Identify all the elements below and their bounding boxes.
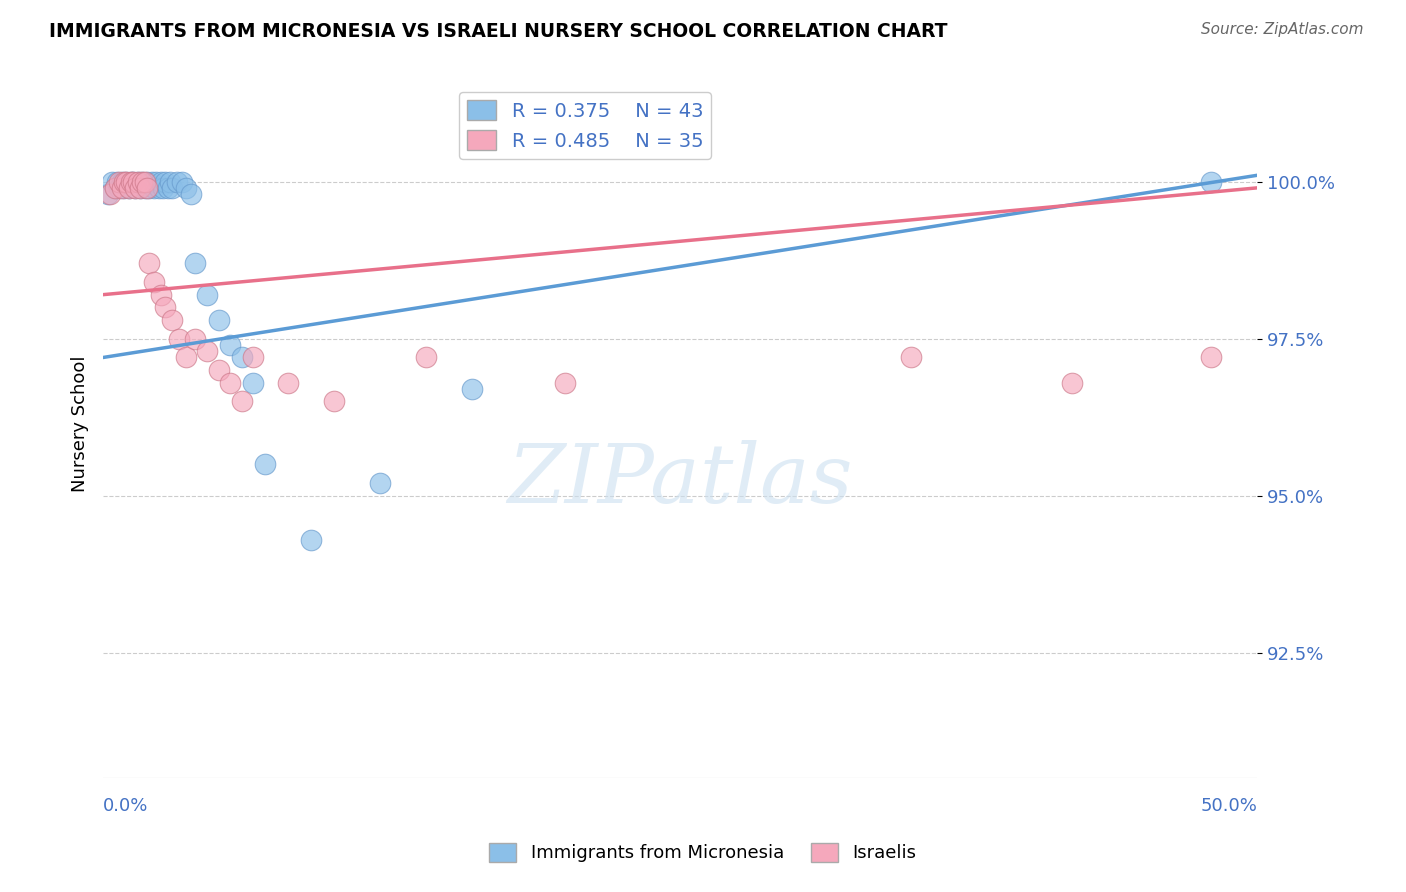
- Point: [134, 181, 156, 195]
- Point: [277, 376, 299, 390]
- Point: [174, 181, 197, 195]
- Point: [112, 175, 135, 189]
- Point: [127, 175, 149, 189]
- Point: [415, 351, 437, 365]
- Point: [152, 181, 174, 195]
- Point: [149, 175, 172, 189]
- Point: [127, 175, 149, 189]
- Legend: Immigrants from Micronesia, Israelis: Immigrants from Micronesia, Israelis: [482, 836, 924, 870]
- Point: [142, 275, 165, 289]
- Point: [162, 312, 184, 326]
- Point: [131, 175, 153, 189]
- Point: [105, 175, 128, 189]
- Point: [136, 175, 159, 189]
- Point: [1062, 376, 1084, 390]
- Point: [112, 181, 135, 195]
- Point: [170, 175, 193, 189]
- Point: [124, 181, 146, 195]
- Point: [117, 181, 139, 195]
- Point: [122, 175, 145, 189]
- Text: 50.0%: 50.0%: [1201, 797, 1257, 815]
- Point: [219, 376, 242, 390]
- Text: Source: ZipAtlas.com: Source: ZipAtlas.com: [1201, 22, 1364, 37]
- Point: [148, 181, 170, 195]
- Text: ZIPatlas: ZIPatlas: [508, 441, 853, 520]
- Point: [120, 175, 142, 189]
- Point: [174, 351, 197, 365]
- Point: [166, 175, 188, 189]
- Point: [134, 175, 156, 189]
- Point: [136, 181, 159, 195]
- Point: [115, 175, 138, 189]
- Text: IMMIGRANTS FROM MICRONESIA VS ISRAELI NURSERY SCHOOL CORRELATION CHART: IMMIGRANTS FROM MICRONESIA VS ISRAELI NU…: [49, 22, 948, 41]
- Legend: R = 0.375    N = 43, R = 0.485    N = 35: R = 0.375 N = 43, R = 0.485 N = 35: [458, 93, 711, 159]
- Point: [131, 175, 153, 189]
- Point: [242, 351, 264, 365]
- Point: [231, 394, 253, 409]
- Point: [115, 175, 138, 189]
- Point: [138, 256, 160, 270]
- Point: [195, 344, 218, 359]
- Point: [141, 175, 163, 189]
- Point: [195, 287, 218, 301]
- Point: [155, 175, 177, 189]
- Point: [219, 338, 242, 352]
- Point: [110, 175, 132, 189]
- Point: [108, 181, 131, 195]
- Point: [299, 533, 322, 547]
- Point: [900, 351, 922, 365]
- Point: [231, 351, 253, 365]
- Point: [368, 476, 391, 491]
- Point: [184, 256, 207, 270]
- Point: [108, 175, 131, 189]
- Point: [149, 287, 172, 301]
- Text: 0.0%: 0.0%: [103, 797, 149, 815]
- Point: [253, 457, 276, 471]
- Point: [162, 181, 184, 195]
- Point: [207, 363, 229, 377]
- Point: [129, 181, 152, 195]
- Point: [120, 175, 142, 189]
- Point: [322, 394, 344, 409]
- Point: [110, 181, 132, 195]
- Point: [155, 300, 177, 314]
- Point: [129, 181, 152, 195]
- Point: [1199, 351, 1222, 365]
- Point: [1199, 175, 1222, 189]
- Point: [101, 175, 124, 189]
- Point: [554, 376, 576, 390]
- Point: [138, 181, 160, 195]
- Point: [156, 181, 179, 195]
- Point: [169, 332, 191, 346]
- Point: [180, 187, 202, 202]
- Point: [159, 175, 181, 189]
- Point: [124, 181, 146, 195]
- Point: [142, 181, 165, 195]
- Point: [122, 175, 145, 189]
- Point: [242, 376, 264, 390]
- Point: [104, 181, 127, 195]
- Point: [117, 181, 139, 195]
- Point: [104, 181, 127, 195]
- Y-axis label: Nursery School: Nursery School: [72, 355, 89, 491]
- Point: [207, 312, 229, 326]
- Point: [145, 175, 167, 189]
- Point: [97, 187, 120, 202]
- Point: [98, 187, 121, 202]
- Point: [184, 332, 207, 346]
- Point: [461, 382, 484, 396]
